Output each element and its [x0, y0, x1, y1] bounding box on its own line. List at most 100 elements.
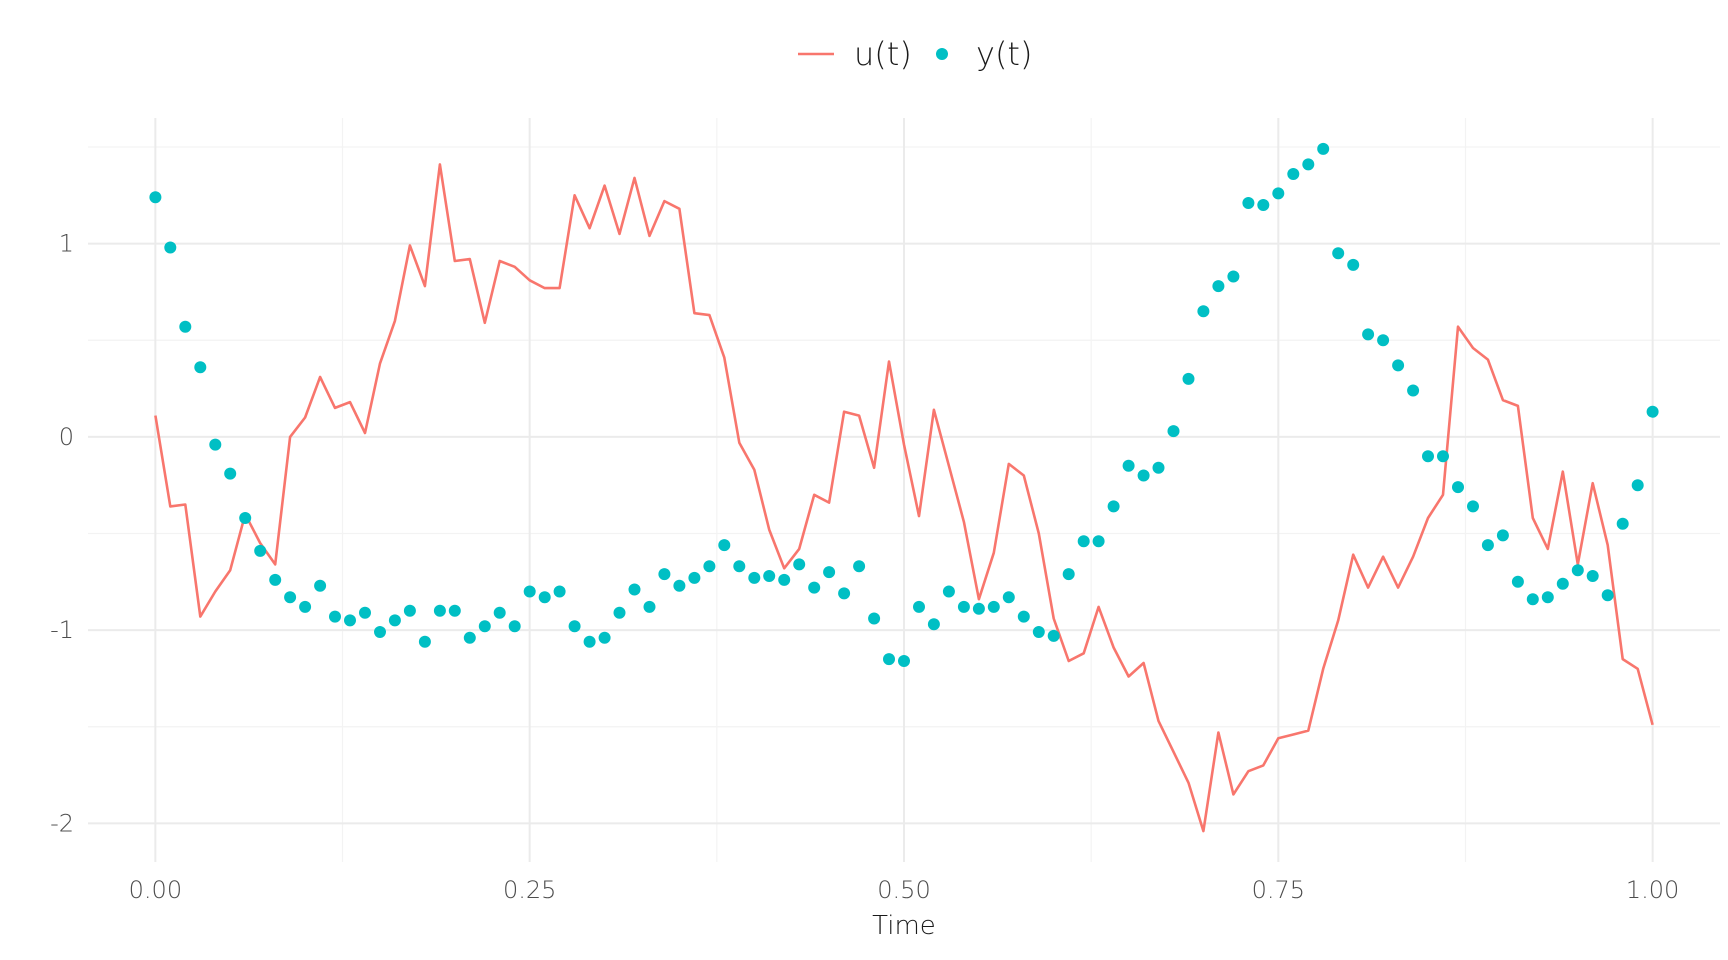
data-point: [403, 604, 416, 617]
data-point: [1571, 564, 1584, 577]
data-point: [1032, 626, 1045, 638]
data-point: [1332, 247, 1345, 260]
y-tick-label: 0: [59, 423, 74, 451]
legend-label-y: y(t): [976, 35, 1032, 73]
data-point: [284, 591, 297, 604]
data-point: [164, 241, 177, 254]
data-point: [1137, 469, 1150, 482]
legend: u(t) y(t): [798, 35, 1032, 73]
y-tick-label: -2: [50, 809, 74, 837]
data-point: [493, 606, 506, 619]
data-point: [942, 585, 955, 598]
data-point: [224, 467, 237, 480]
data-point: [1107, 500, 1120, 513]
data-point: [957, 600, 970, 613]
data-point: [1092, 535, 1105, 548]
data-point: [1242, 197, 1255, 209]
data-point: [1452, 481, 1464, 494]
data-point: [1392, 359, 1405, 372]
data-point: [299, 600, 312, 613]
data-point: [868, 612, 881, 625]
axes: 0.00 0.25 0.50 0.75 1.00 -2 -1 0 1: [50, 230, 1679, 904]
data-point: [523, 585, 536, 598]
data-point: [598, 631, 611, 644]
data-point: [718, 539, 731, 552]
data-point: [1077, 535, 1090, 548]
data-point: [1586, 570, 1599, 582]
data-point: [898, 655, 910, 667]
series-points-y: [149, 142, 1659, 667]
data-point: [913, 600, 925, 613]
data-point: [1287, 168, 1300, 180]
data-point: [628, 583, 641, 596]
data-point: [853, 560, 866, 573]
data-point: [508, 620, 521, 633]
data-point: [658, 568, 671, 581]
data-point: [1227, 270, 1240, 283]
data-point: [1257, 199, 1270, 211]
data-point: [254, 544, 267, 557]
data-point: [344, 614, 356, 627]
data-point: [1422, 450, 1434, 463]
data-point: [149, 191, 162, 204]
x-tick-label: 0.75: [1252, 876, 1305, 904]
data-point: [808, 581, 821, 594]
data-point: [793, 558, 806, 571]
data-point: [418, 635, 431, 648]
data-point: [1556, 577, 1569, 590]
data-point: [673, 579, 686, 592]
data-point: [1122, 459, 1135, 472]
data-point: [388, 614, 401, 627]
x-tick-label: 0.25: [503, 876, 556, 904]
data-point: [329, 610, 341, 623]
data-point: [688, 571, 701, 584]
data-point: [1167, 425, 1180, 438]
data-point: [643, 600, 656, 613]
data-point: [987, 600, 1000, 613]
y-tick-label: -1: [50, 616, 74, 644]
data-point: [448, 604, 461, 617]
data-point: [1511, 575, 1524, 588]
data-point: [1407, 384, 1420, 397]
data-point: [613, 606, 626, 619]
data-point: [179, 320, 192, 333]
y-tick-label: 1: [59, 230, 74, 258]
data-point: [1182, 372, 1195, 385]
plot-area: [149, 142, 1659, 833]
data-point: [1616, 517, 1629, 530]
series-line-u: [154, 163, 1654, 833]
data-point: [1377, 334, 1390, 347]
data-point: [1437, 450, 1449, 463]
data-point: [1317, 142, 1330, 155]
x-tick-label: 0.50: [877, 876, 930, 904]
data-point: [463, 631, 476, 644]
data-point: [748, 571, 761, 584]
data-point: [778, 573, 791, 586]
data-point: [1302, 158, 1315, 171]
data-point: [733, 560, 746, 573]
data-point: [314, 579, 327, 592]
data-point: [1601, 589, 1614, 602]
data-point: [374, 626, 386, 638]
data-point: [269, 573, 282, 586]
data-point: [1197, 305, 1210, 318]
data-point: [1362, 328, 1375, 341]
data-point: [883, 653, 895, 666]
x-axis-title: Time: [872, 911, 936, 941]
data-point: [583, 635, 596, 648]
data-point: [1017, 610, 1030, 623]
data-point: [209, 438, 222, 451]
data-point: [838, 587, 851, 600]
data-point: [478, 620, 491, 633]
data-point: [359, 606, 371, 619]
x-tick-label: 0.00: [129, 876, 182, 904]
legend-key-point: [936, 48, 948, 60]
data-point: [1541, 591, 1554, 604]
data-point: [1347, 258, 1360, 271]
data-point: [763, 570, 776, 582]
data-point: [553, 585, 566, 598]
data-point: [1496, 529, 1509, 542]
data-point: [538, 591, 551, 604]
